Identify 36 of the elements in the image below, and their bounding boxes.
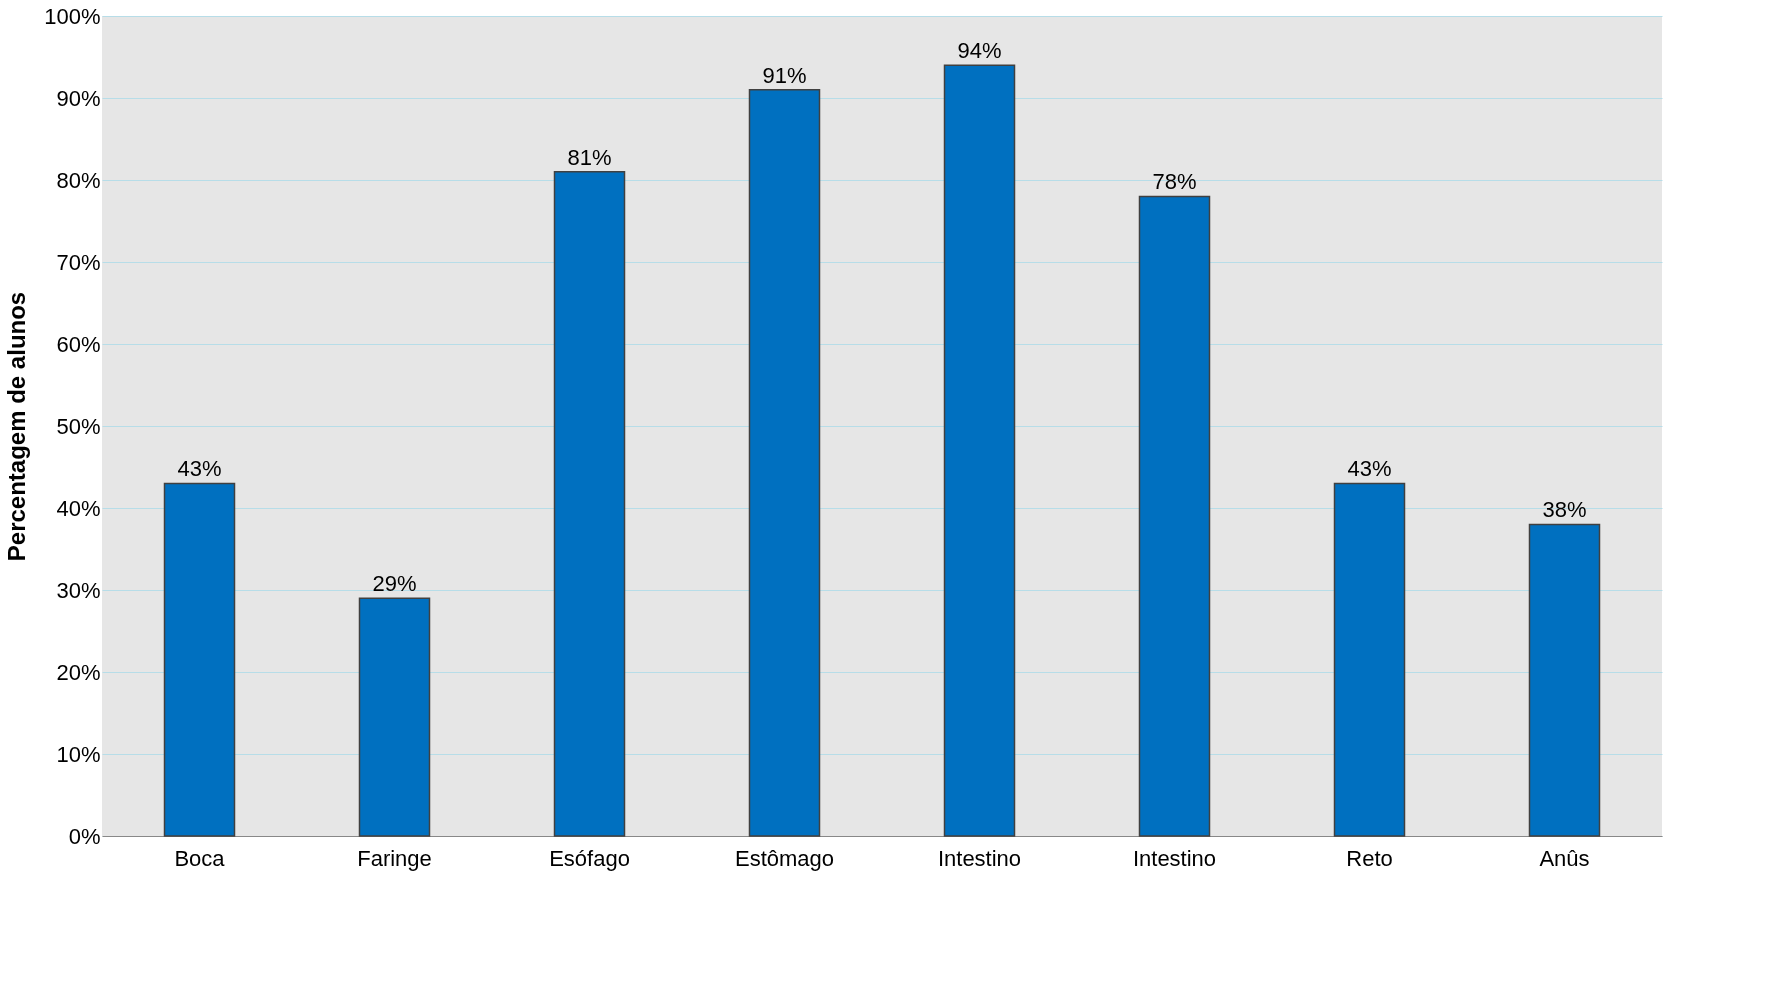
y-tick-label: 10% (56, 741, 101, 767)
data-label: 94% (957, 38, 1002, 64)
bar (1138, 195, 1211, 837)
bar (553, 171, 626, 837)
bar (943, 64, 1016, 837)
y-tick-label: 80% (56, 167, 101, 193)
data-label: 38% (1542, 497, 1587, 523)
x-tick-label: Intestino (937, 845, 1022, 871)
bar (163, 482, 236, 837)
y-tick-label: 0% (68, 823, 101, 849)
bar (358, 597, 431, 837)
bar (1333, 482, 1406, 837)
y-tick-label: 30% (56, 577, 101, 603)
y-tick-label: 40% (56, 495, 101, 521)
data-label: 78% (1152, 169, 1197, 195)
y-axis-title: Percentagem de alunos (3, 291, 31, 562)
data-label: 81% (567, 144, 612, 170)
y-tick-label: 90% (56, 85, 101, 111)
data-label: 91% (762, 62, 807, 88)
y-tick-label: 50% (56, 413, 101, 439)
x-tick-label: Esófago (549, 845, 630, 871)
y-tick-label: 100% (44, 3, 101, 29)
y-tick-label: 60% (56, 331, 101, 357)
x-tick-label: Intestino (1132, 845, 1217, 871)
bar (1528, 523, 1601, 837)
x-tick-label: Reto (1346, 845, 1393, 871)
x-tick-label: Estômago (734, 845, 835, 871)
x-tick-label: Anûs (1539, 845, 1590, 871)
data-label: 43% (177, 456, 222, 482)
bar (748, 89, 821, 837)
y-tick-label: 20% (56, 659, 101, 685)
x-tick-label: Boca (174, 845, 226, 871)
data-label: 43% (1347, 456, 1392, 482)
data-label: 29% (372, 571, 417, 597)
x-tick-label: Faringe (357, 845, 432, 871)
y-tick-label: 70% (56, 249, 101, 275)
